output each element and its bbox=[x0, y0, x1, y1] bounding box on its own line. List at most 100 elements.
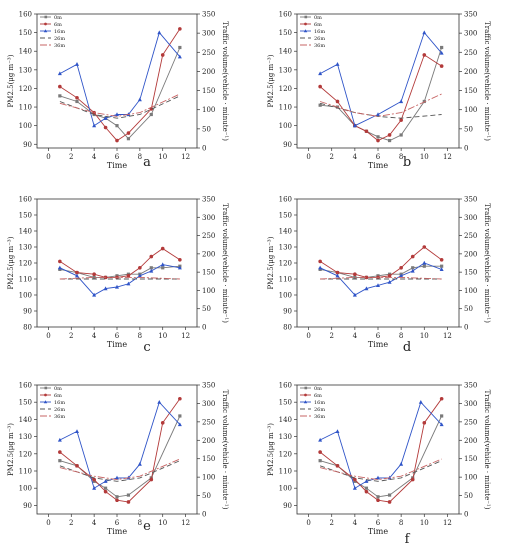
data-point-6m bbox=[399, 266, 403, 270]
y-left-tick-label: 160 bbox=[19, 382, 32, 390]
data-point-0m bbox=[440, 414, 444, 418]
data-point-16m bbox=[137, 461, 142, 466]
y-right-tick-label: 150 bbox=[464, 87, 477, 95]
data-point-16m bbox=[376, 112, 380, 117]
x-tick-label: 6 bbox=[376, 519, 381, 527]
y-left-tick-label: 130 bbox=[279, 244, 292, 252]
x-tick-label: 2 bbox=[329, 153, 333, 161]
y-right-tick-label: 200 bbox=[464, 250, 477, 258]
y-left-tick-label: 110 bbox=[279, 104, 292, 112]
x-tick-label: 6 bbox=[115, 332, 120, 340]
y-left-tick-label: 80 bbox=[23, 324, 32, 332]
y-right-axis-label: Traffic volume(vehicle · minute⁻¹) bbox=[483, 203, 491, 323]
series-line-36m bbox=[59, 93, 181, 117]
data-point-16m bbox=[318, 71, 323, 76]
panel-caption: e bbox=[143, 519, 151, 534]
y-right-tick-label: 100 bbox=[464, 106, 477, 114]
y-left-tick-label: 100 bbox=[279, 122, 292, 130]
y-left-tick-label: 140 bbox=[19, 416, 32, 424]
data-point-6m bbox=[178, 27, 182, 31]
x-tick-label: 0 bbox=[46, 153, 50, 161]
x-tick-label: 0 bbox=[306, 332, 310, 340]
x-axis-label: Time bbox=[368, 527, 388, 536]
data-point-16m bbox=[157, 400, 162, 404]
y-right-tick-label: 350 bbox=[464, 11, 477, 19]
y-left-tick-label: 110 bbox=[279, 276, 292, 284]
y-left-tick-label: 110 bbox=[19, 468, 32, 476]
data-point-16m bbox=[335, 273, 340, 278]
panel-caption: a bbox=[143, 155, 151, 170]
panel-e: 0 2 4 6 8 10 12 Time 90 100 110 120 130 140 150 160 PM2.… bbox=[7, 382, 229, 537]
y-left-tick-label: 100 bbox=[19, 122, 32, 130]
data-point-16m bbox=[422, 30, 427, 35]
series-line-16m bbox=[319, 31, 442, 127]
data-point-6m bbox=[439, 258, 444, 262]
data-point-0m bbox=[387, 493, 392, 497]
data-point-16m bbox=[410, 268, 415, 273]
data-point-0m bbox=[440, 264, 444, 268]
data-point-16m bbox=[387, 280, 392, 284]
legend-label-6m: 6m bbox=[314, 22, 322, 28]
x-axis-label: Time bbox=[368, 340, 388, 349]
data-point-0m bbox=[318, 459, 322, 463]
data-point-0m bbox=[376, 135, 380, 139]
legend-marker-16m bbox=[303, 400, 308, 404]
data-point-6m bbox=[126, 131, 131, 135]
data-point-16m bbox=[115, 284, 119, 289]
data-point-6m bbox=[58, 259, 62, 264]
data-point-0m bbox=[58, 94, 62, 98]
series-line-26m bbox=[319, 102, 442, 119]
y-right-tick-label: 300 bbox=[464, 400, 477, 408]
series-line-26m bbox=[59, 95, 181, 119]
data-point-16m bbox=[75, 429, 79, 434]
data-point-6m bbox=[410, 254, 415, 259]
x-tick-label: 2 bbox=[329, 519, 333, 527]
data-point-16m bbox=[57, 437, 62, 442]
data-point-6m bbox=[364, 489, 369, 494]
data-point-16m bbox=[376, 283, 380, 287]
data-point-16m bbox=[422, 260, 427, 265]
y-right-tick-label: 250 bbox=[464, 49, 477, 57]
x-axis-label: Time bbox=[107, 340, 127, 349]
y-right-tick-label: 150 bbox=[464, 269, 477, 277]
data-point-6m bbox=[410, 477, 415, 482]
data-point-16m bbox=[364, 479, 369, 483]
legend-label-0m: 0m bbox=[314, 15, 322, 21]
data-point-6m bbox=[126, 274, 131, 278]
y-left-tick-label: 160 bbox=[279, 11, 292, 19]
data-point-16m bbox=[157, 30, 162, 35]
x-tick-label: 12 bbox=[181, 519, 190, 527]
y-right-tick-label: 150 bbox=[202, 455, 215, 463]
legend-label-16m: 16m bbox=[54, 400, 65, 406]
data-point-6m bbox=[75, 95, 79, 100]
y-left-tick-label: 120 bbox=[19, 85, 32, 93]
x-tick-label: 8 bbox=[399, 153, 403, 161]
y-right-tick-label: 350 bbox=[202, 196, 215, 204]
y-right-tick-label: 250 bbox=[464, 418, 477, 426]
data-point-6m bbox=[364, 129, 369, 134]
data-point-0m bbox=[92, 275, 96, 279]
y-right-tick-label: 50 bbox=[464, 492, 473, 500]
x-axis-label: Time bbox=[107, 161, 127, 170]
data-point-6m bbox=[75, 464, 79, 468]
x-axis-label: Time bbox=[107, 527, 127, 536]
legend-marker-0m bbox=[44, 15, 48, 19]
data-point-6m bbox=[422, 421, 427, 425]
data-point-0m bbox=[75, 99, 79, 104]
plot-frame bbox=[36, 198, 198, 328]
y-right-tick-label: 100 bbox=[464, 287, 477, 295]
y-left-axis-label: PM2.5(μg m⁻³) bbox=[7, 423, 15, 476]
data-point-6m bbox=[318, 259, 322, 264]
x-tick-label: 8 bbox=[138, 153, 142, 161]
data-point-16m bbox=[92, 123, 97, 128]
series-line-26m bbox=[59, 460, 181, 482]
y-right-tick-label: 200 bbox=[202, 437, 215, 445]
data-point-0m bbox=[353, 275, 357, 279]
y-left-tick-label: 110 bbox=[19, 104, 32, 112]
y-left-axis-label: PM2.5(μg m⁻³) bbox=[267, 54, 275, 107]
data-point-6m bbox=[160, 421, 165, 425]
x-tick-label: 6 bbox=[115, 153, 120, 161]
plot-frame bbox=[296, 198, 460, 328]
data-point-6m bbox=[178, 258, 182, 262]
